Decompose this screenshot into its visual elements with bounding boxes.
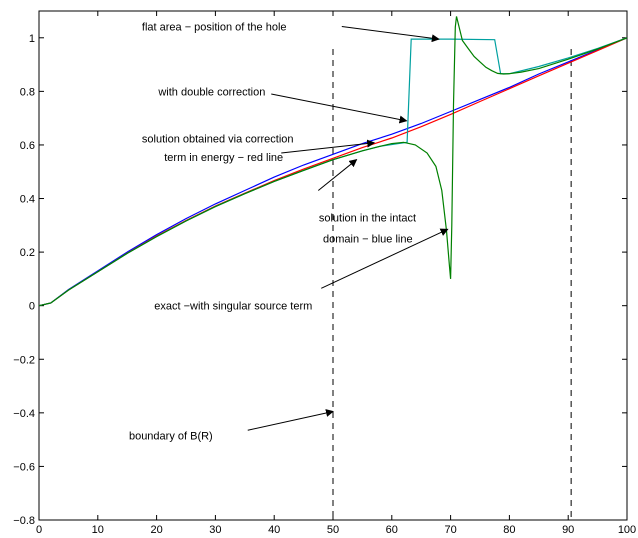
annotation-text: solution obtained via correction bbox=[142, 133, 294, 145]
x-tick-label: 90 bbox=[562, 524, 574, 536]
x-tick-label: 70 bbox=[444, 524, 456, 536]
y-tick-label: 0.4 bbox=[20, 194, 35, 206]
y-tick-label: −0.6 bbox=[13, 461, 35, 473]
annotation-text: flat area − position of the hole bbox=[142, 22, 287, 34]
annotation-text: term in energy − red line bbox=[164, 152, 283, 164]
annotation-arrow bbox=[321, 228, 449, 289]
x-tick-label: 40 bbox=[268, 524, 280, 536]
series-line-0 bbox=[39, 37, 627, 307]
x-tick-label: 0 bbox=[36, 524, 42, 536]
x-tick-label: 20 bbox=[150, 524, 162, 536]
x-tick-label: 50 bbox=[327, 524, 339, 536]
y-tick-label: 0.2 bbox=[20, 247, 35, 259]
x-tick-label: 80 bbox=[503, 524, 515, 536]
annotation-arrow bbox=[247, 409, 334, 431]
annotation-arrow bbox=[271, 93, 408, 124]
y-tick-label: 0 bbox=[29, 301, 35, 313]
x-tick-label: 10 bbox=[92, 524, 104, 536]
annotation-text: boundary of B(R) bbox=[129, 431, 213, 443]
annotation-text: exact −with singular source term bbox=[154, 301, 312, 313]
x-tick-label: 30 bbox=[209, 524, 221, 536]
y-tick-label: 0.8 bbox=[20, 86, 35, 98]
y-tick-label: 0.6 bbox=[20, 140, 35, 152]
annotation-text: domain − blue line bbox=[323, 234, 413, 246]
x-tick-label: 60 bbox=[386, 524, 398, 536]
annotation-arrow bbox=[341, 26, 440, 43]
annotation-arrow bbox=[281, 139, 376, 154]
annotation-text: solution in the intact bbox=[319, 212, 416, 224]
annotation-arrow bbox=[317, 159, 358, 191]
annotations: flat area − position of the hole with dou… bbox=[129, 22, 449, 443]
boundary-dashed-lines bbox=[332, 49, 572, 520]
y-tick-label: 1 bbox=[29, 33, 35, 45]
y-tick-label: −0.4 bbox=[13, 408, 35, 420]
x-axis: 0 10 20 30 40 50 60 70 80 90 100 bbox=[36, 11, 636, 536]
y-tick-label: −0.8 bbox=[13, 515, 35, 527]
x-tick-label: 100 bbox=[618, 524, 636, 536]
annotation-text: with double correction bbox=[157, 86, 265, 98]
y-tick-label: −0.2 bbox=[13, 354, 35, 366]
y-axis: −0.8 −0.6 −0.4 −0.2 0 0.2 0.4 0.6 0.8 1 bbox=[13, 33, 627, 527]
